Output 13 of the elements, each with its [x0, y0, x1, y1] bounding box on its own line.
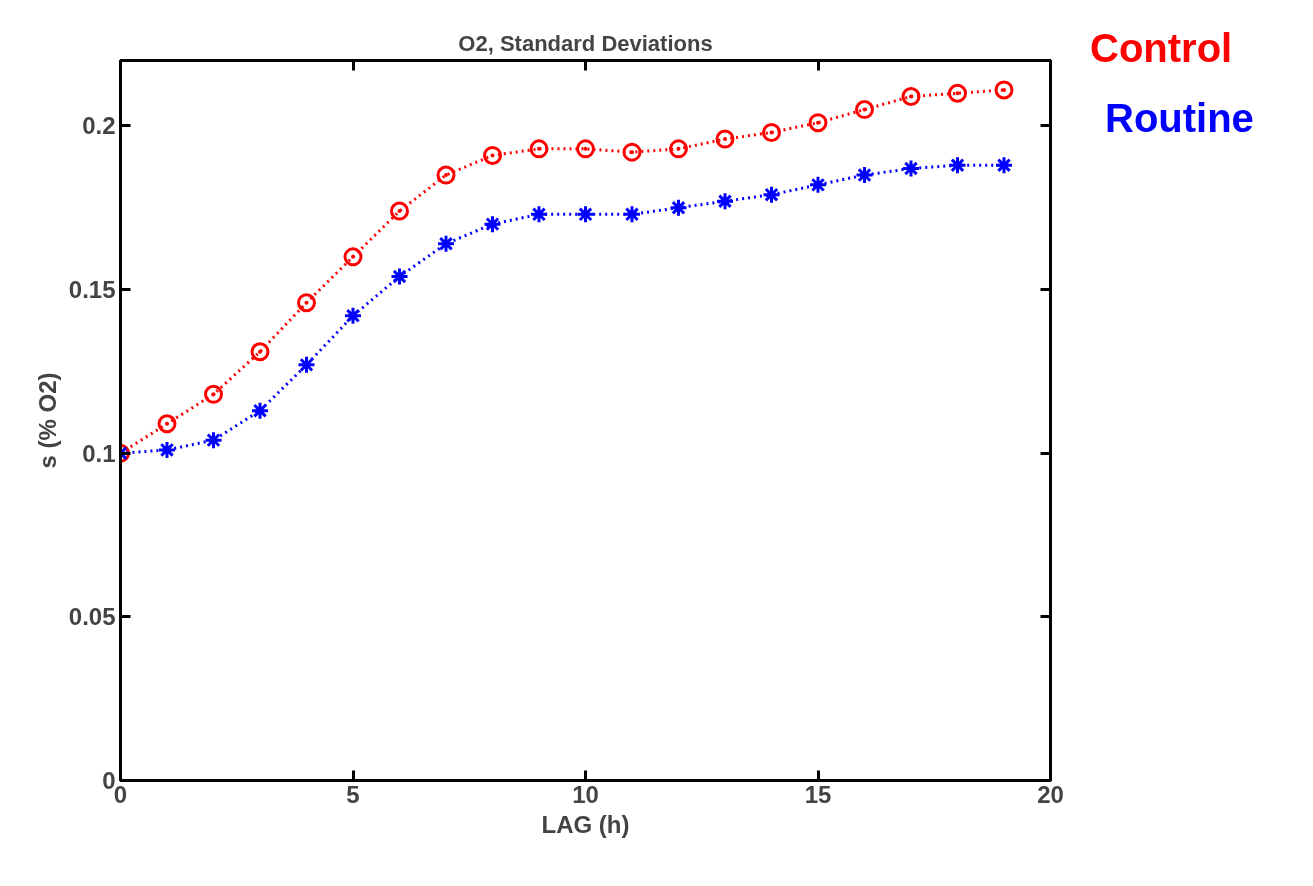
x-axis-title: LAG (h) — [541, 810, 630, 838]
x-tick-label: 10 — [572, 780, 599, 808]
x-tick-label: 5 — [346, 780, 360, 808]
text: Routine — [1105, 95, 1254, 142]
y-tick-label: 0.2 — [82, 112, 116, 140]
text: Control — [1090, 25, 1233, 72]
x-tick-label: 15 — [804, 780, 832, 808]
y-tick-label: 0.05 — [68, 603, 116, 631]
chart-title: O2, Standard Deviations — [458, 30, 713, 56]
x-tick-label: 20 — [1037, 780, 1064, 808]
y-tick-label: 0.1 — [82, 439, 116, 467]
y-axis-title: s (% O2) — [33, 372, 61, 469]
y-tick-label: 0.15 — [68, 276, 116, 304]
